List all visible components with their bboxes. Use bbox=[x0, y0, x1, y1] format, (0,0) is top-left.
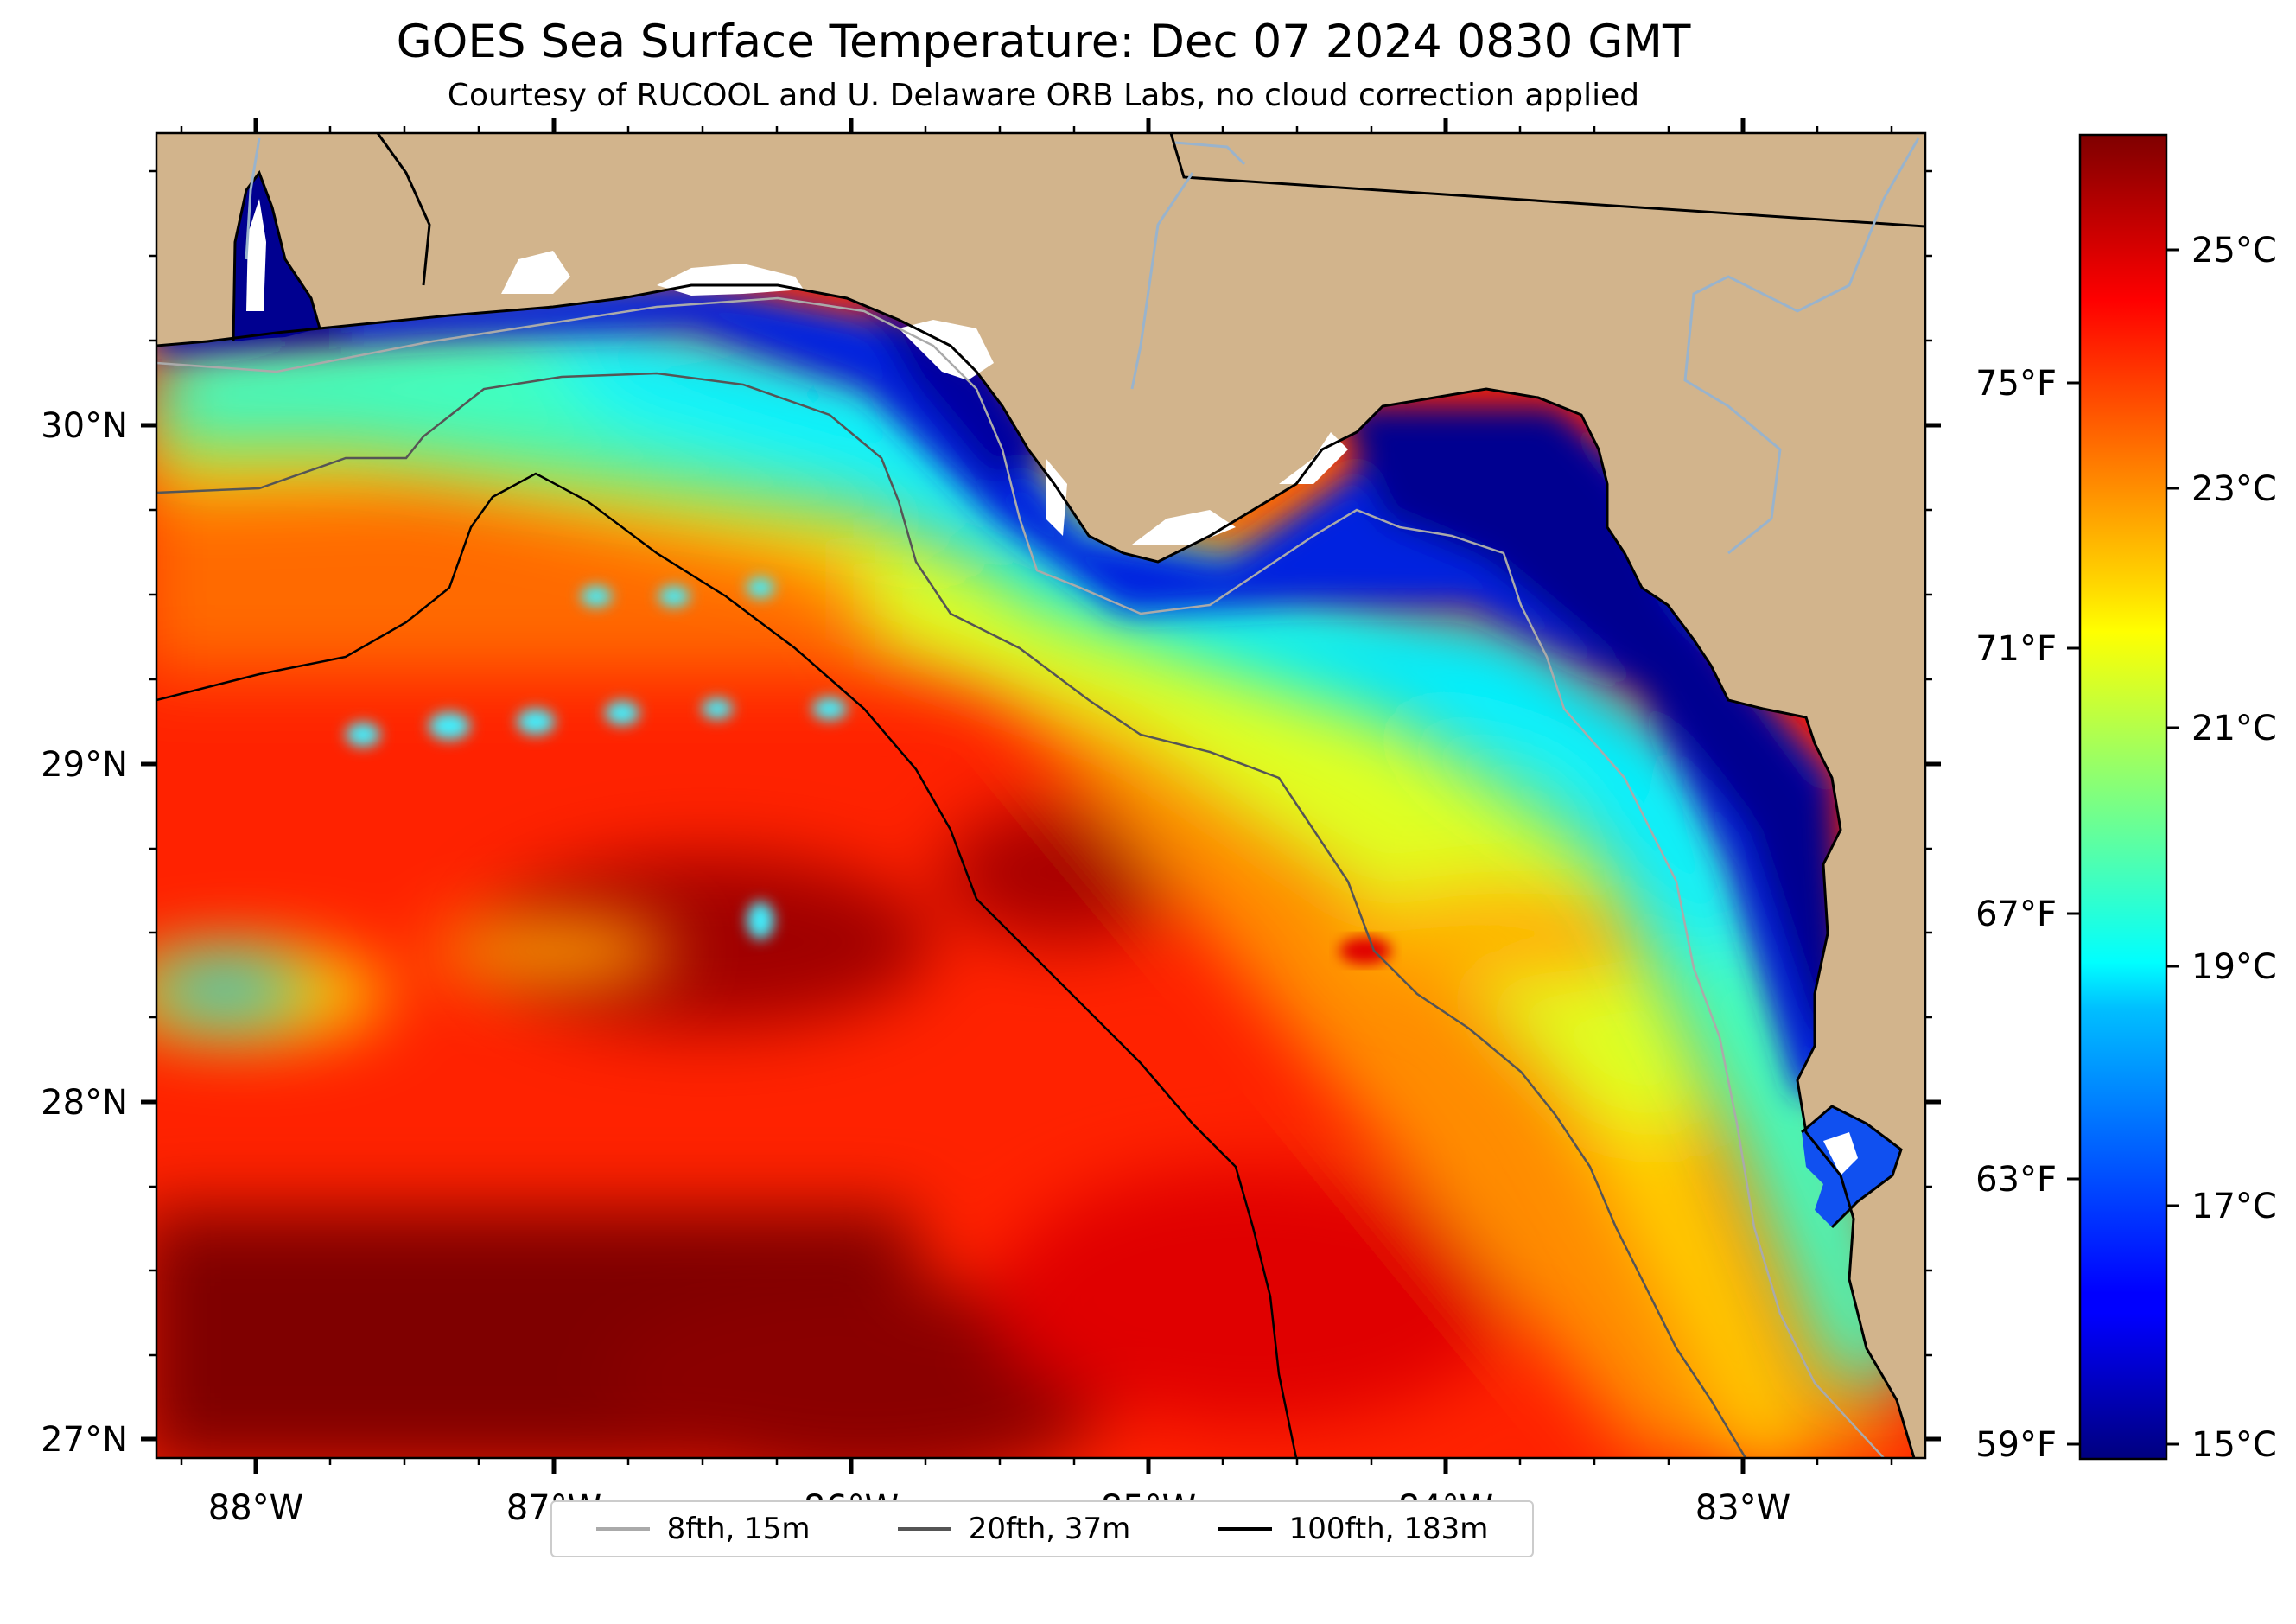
fahrenheit-tick-label: 71°F bbox=[1975, 629, 2057, 669]
map-title: GOES Sea Surface Temperature: Dec 07 202… bbox=[396, 16, 1691, 68]
colorbar-fahrenheit-ticks bbox=[2067, 381, 2080, 1446]
lat-tick-label: 29°N bbox=[41, 745, 128, 785]
legend-label: 8fth, 15m bbox=[666, 1512, 811, 1546]
legend-line-icon bbox=[1218, 1527, 1272, 1531]
isobath-legend: 8fth, 15m 20fth, 37m 100fth, 183m bbox=[550, 1500, 1534, 1557]
isobath-100fth bbox=[156, 472, 1298, 1458]
lon-major-ticks bbox=[253, 118, 1746, 1474]
lon-tick-label: 83°W bbox=[1695, 1488, 1790, 1528]
celsius-tick-label: 17°C bbox=[2191, 1187, 2277, 1226]
coastline bbox=[156, 283, 1916, 1458]
legend-label: 20fth, 37m bbox=[968, 1512, 1131, 1546]
isobath-20fth bbox=[156, 372, 1747, 1458]
celsius-tick-label: 19°C bbox=[2191, 947, 2277, 987]
fahrenheit-tick-label: 63°F bbox=[1975, 1160, 2057, 1200]
celsius-tick-label: 23°C bbox=[2191, 469, 2277, 509]
map-frame bbox=[155, 131, 1927, 1460]
lat-tick-label: 30°N bbox=[41, 406, 128, 446]
colorbar-fahrenheit-labels: 75°F 71°F 67°F 63°F 59°F bbox=[1975, 364, 2057, 1465]
legend-item-100fth: 100fth, 183m bbox=[1218, 1512, 1489, 1546]
map-plot-area bbox=[156, 133, 1925, 1458]
legend-item-20fth: 20fth, 37m bbox=[897, 1512, 1131, 1546]
state-border bbox=[376, 133, 431, 286]
legend-line-icon bbox=[595, 1527, 650, 1531]
colorbar-celsius-ticks bbox=[2166, 248, 2179, 1446]
legend-label: 100fth, 183m bbox=[1288, 1512, 1489, 1546]
lon-tick-label: 88°W bbox=[208, 1488, 303, 1528]
fahrenheit-tick-label: 67°F bbox=[1975, 895, 2057, 934]
lat-tick-labels: 30°N 29°N 28°N 27°N bbox=[41, 406, 128, 1460]
fahrenheit-tick-label: 75°F bbox=[1975, 364, 2057, 404]
lat-major-ticks bbox=[141, 423, 1941, 1442]
legend-item-8fth: 8fth, 15m bbox=[595, 1512, 811, 1546]
isobaths bbox=[156, 296, 1885, 1458]
minor-ticks bbox=[149, 126, 1932, 1465]
lat-tick-label: 27°N bbox=[41, 1420, 128, 1460]
colorbar-celsius-labels: 25°C 23°C 21°C 19°C 17°C 15°C bbox=[2191, 231, 2277, 1465]
colorbar bbox=[2078, 133, 2168, 1461]
land bbox=[156, 133, 1925, 1458]
legend-line-icon bbox=[897, 1527, 951, 1531]
fahrenheit-tick-label: 59°F bbox=[1975, 1425, 2057, 1465]
rivers bbox=[245, 137, 1920, 555]
lat-tick-label: 28°N bbox=[41, 1083, 128, 1123]
isobath-8fth bbox=[156, 296, 1885, 1458]
celsius-tick-label: 25°C bbox=[2191, 231, 2277, 271]
celsius-tick-label: 21°C bbox=[2191, 709, 2277, 748]
celsius-tick-label: 15°C bbox=[2191, 1425, 2277, 1465]
map-subtitle: Courtesy of RUCOOL and U. Delaware ORB L… bbox=[447, 78, 1640, 113]
